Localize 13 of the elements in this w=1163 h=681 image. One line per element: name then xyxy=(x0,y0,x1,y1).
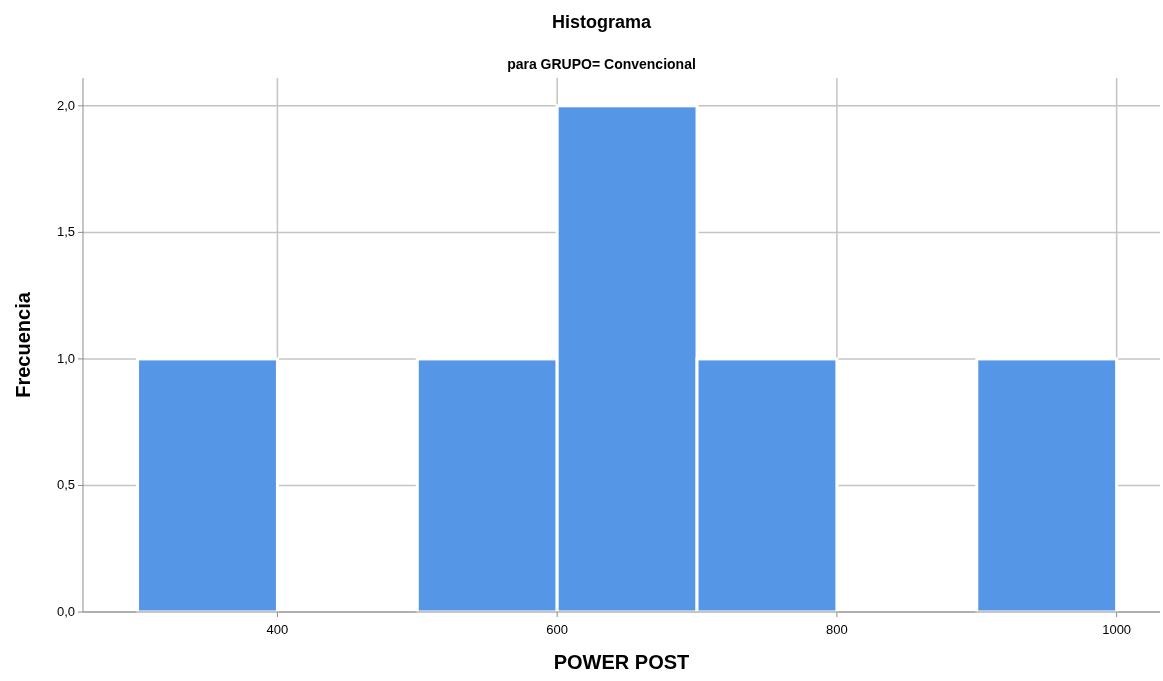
x-tick-label: 600 xyxy=(546,622,569,637)
y-tick-label: 1,0 xyxy=(56,350,75,366)
x-axis-title: POWER POST xyxy=(553,651,690,673)
chart-title: Histograma xyxy=(551,12,652,32)
x-tick-label: 800 xyxy=(826,622,848,637)
y-tick-label: 0,0 xyxy=(56,604,75,619)
x-tick-label: 400 xyxy=(266,622,289,637)
y-tick-label: 1,5 xyxy=(56,224,75,240)
y-tick-label: 0,5 xyxy=(56,477,75,493)
x-tick-label: 1000 xyxy=(1102,622,1132,637)
y-tick-label: 2,0 xyxy=(56,97,75,113)
chart-subtitle: para GRUPO= Convencional xyxy=(507,56,696,72)
y-axis-title: Frecuencia xyxy=(12,291,34,398)
